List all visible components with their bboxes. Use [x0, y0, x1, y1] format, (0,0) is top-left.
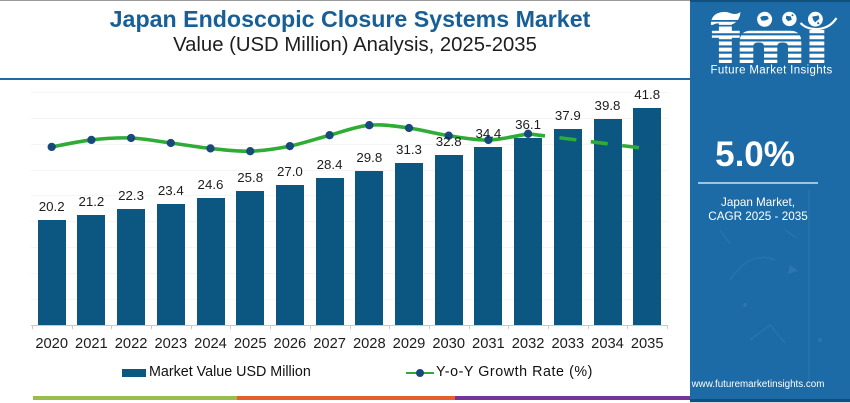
- svg-text:Future Market Insights: Future Market Insights: [711, 65, 833, 77]
